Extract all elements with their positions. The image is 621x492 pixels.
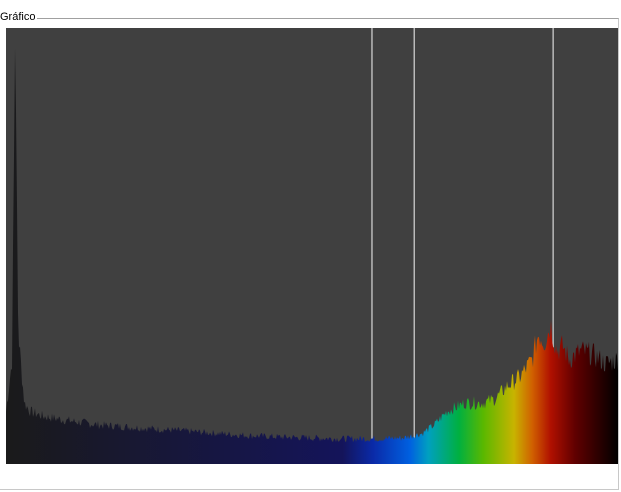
groupbox-title: Gráfico — [0, 10, 38, 24]
spectrum-area — [6, 47, 618, 464]
spectrum-plot — [6, 28, 618, 464]
chart-groupbox — [0, 18, 619, 490]
spectrum-chart — [6, 28, 618, 464]
